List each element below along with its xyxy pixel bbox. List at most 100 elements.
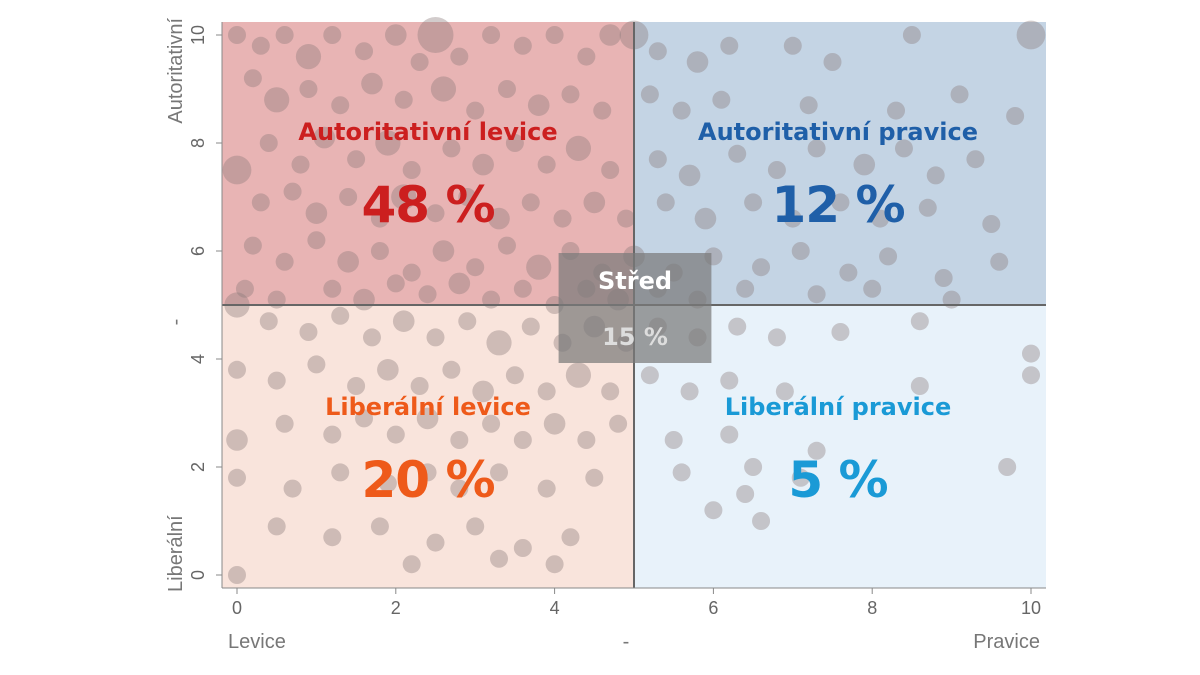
scatter-point <box>486 330 512 356</box>
scatter-point <box>887 101 906 120</box>
center-label: Střed <box>598 267 672 295</box>
scatter-points <box>222 17 1046 584</box>
scatter-point <box>561 85 580 104</box>
scatter-point <box>392 310 415 333</box>
scatter-point <box>823 53 842 71</box>
quadrant-backgrounds <box>222 22 1046 588</box>
scatter-point <box>1016 20 1046 50</box>
scatter-point <box>513 431 532 449</box>
scatter-point <box>377 359 399 381</box>
y-axis-bottom-label: Liberální <box>165 515 187 592</box>
scatter-point <box>410 53 429 71</box>
scatter-point <box>767 328 786 347</box>
scatter-point <box>362 328 381 347</box>
scatter-point <box>472 153 494 176</box>
scatter-point <box>482 414 501 433</box>
scatter-point <box>418 285 437 304</box>
scatter-point <box>323 26 342 44</box>
scatter-point <box>385 24 407 46</box>
scatter-point <box>609 414 628 433</box>
scatter-point <box>243 236 262 255</box>
scatter-point <box>656 193 675 212</box>
scatter-point <box>361 72 383 95</box>
scatter-point <box>391 184 417 210</box>
scatter-point <box>386 425 405 444</box>
scatter-point <box>1006 107 1025 125</box>
scatter-point <box>648 42 667 61</box>
scatter-point <box>736 279 755 298</box>
scatter-point <box>752 512 771 530</box>
scatter-point <box>577 47 596 66</box>
quadrant-label-auth-left: Autoritativní levice <box>298 118 557 146</box>
scatter-point <box>442 139 461 158</box>
quadrant-value-lib-right: 5 % <box>788 451 887 509</box>
scatter-point <box>488 207 510 230</box>
scatter-point <box>537 479 556 498</box>
x-tick-label: 0 <box>232 598 242 618</box>
scatter-point <box>450 47 469 66</box>
scatter-point <box>394 90 413 109</box>
scatter-point <box>275 414 294 433</box>
scatter-point <box>228 360 246 379</box>
scatter-point <box>526 254 552 280</box>
scatter-point <box>537 155 556 174</box>
scatter-point <box>418 463 437 482</box>
scatter-point <box>267 517 286 536</box>
scatter-point <box>1022 344 1040 363</box>
scatter-point <box>416 407 439 430</box>
scatter-point <box>355 409 374 428</box>
scatter-point <box>323 279 342 298</box>
scatter-point <box>543 413 566 435</box>
scatter-point <box>686 51 709 73</box>
scatter-point <box>497 236 516 255</box>
scatter-point <box>728 317 747 336</box>
scatter-point <box>839 263 858 282</box>
x-axis-left-label: Levice <box>228 631 286 653</box>
scatter-point <box>648 150 667 169</box>
scatter-point <box>521 317 540 336</box>
scatter-point <box>331 463 350 482</box>
center-value: 15 % <box>602 323 668 351</box>
scatter-point <box>410 377 429 395</box>
scatter-point <box>879 247 898 266</box>
scatter-point <box>680 382 699 401</box>
scatter-point <box>402 263 421 282</box>
scatter-point <box>307 355 326 374</box>
scatter-point <box>831 323 850 341</box>
quadrant-label-lib-right: Liberální pravice <box>725 393 952 421</box>
scatter-point <box>337 250 359 273</box>
scatter-point <box>432 240 455 262</box>
scatter-point <box>426 328 445 347</box>
scatter-point <box>561 528 580 547</box>
scatter-point <box>593 101 612 120</box>
scatter-point <box>583 191 606 214</box>
scatter-point <box>640 85 659 104</box>
axes: 0 2 4 6 8 10 0 2 4 6 8 10 Levice - Pravice Liberální - Au… <box>165 18 1046 653</box>
quadrant-value-auth-left: 48 % <box>361 176 494 234</box>
quadrant-labels: Autoritativní levice 48 % Autoritativní pr… <box>298 118 978 509</box>
scatter-point <box>370 209 389 228</box>
scatter-point <box>275 26 294 44</box>
center-box: Střed 15 % <box>558 253 712 363</box>
scatter-point <box>1022 366 1040 385</box>
scatter-point <box>918 198 937 217</box>
scatter-point <box>799 96 818 115</box>
scatter-point <box>264 87 290 113</box>
y-tick-label: 2 <box>188 462 208 472</box>
scatter-point <box>417 17 454 53</box>
scatter-point <box>537 382 556 401</box>
scatter-point <box>694 207 717 230</box>
scatter-point <box>331 306 350 325</box>
scatter-point <box>712 90 731 109</box>
x-axis-right-label: Pravice <box>973 631 1040 653</box>
scatter-point <box>305 202 328 224</box>
scatter-point <box>601 382 620 401</box>
quadrant-value-auth-right: 12 % <box>771 176 904 234</box>
scatter-point <box>521 193 540 212</box>
scatter-point <box>402 555 421 574</box>
scatter-point <box>402 161 421 179</box>
scatter-point <box>950 85 969 104</box>
scatter-point <box>728 144 747 163</box>
scatter-point <box>853 153 876 176</box>
scatter-point <box>482 26 501 44</box>
